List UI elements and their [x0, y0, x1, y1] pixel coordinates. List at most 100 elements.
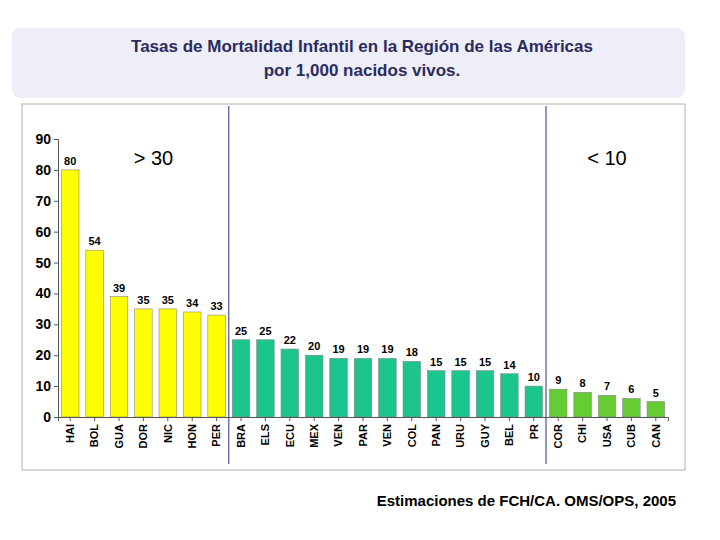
tick-label: GUA — [113, 424, 125, 449]
tick-mark — [94, 417, 95, 421]
tick: 30 — [35, 316, 58, 332]
tick-mark — [54, 201, 58, 202]
bar — [647, 402, 665, 417]
tick-label: CHI — [576, 424, 588, 443]
tick-mark — [265, 417, 266, 421]
bar — [232, 340, 250, 417]
tick-mark — [582, 417, 583, 421]
tick: ELS — [259, 417, 271, 445]
data-label: 19 — [332, 343, 344, 355]
tick: CHI — [576, 417, 588, 443]
chart: Tasas de Mortalidad Infantil en la Regió… — [0, 0, 720, 540]
tick: PAR — [357, 417, 369, 446]
tick: USA — [601, 417, 613, 447]
tick-label: PR — [528, 424, 540, 439]
tick-mark — [436, 417, 437, 421]
tick-mark — [631, 417, 632, 421]
axis-line — [54, 140, 59, 418]
tick-mark — [54, 263, 58, 264]
tick: VEN — [332, 417, 344, 447]
bar — [61, 170, 79, 417]
tick: BOL — [88, 417, 100, 447]
tick-mark — [655, 417, 656, 421]
tick-label: HON — [186, 424, 198, 449]
tick-label: 90 — [35, 131, 51, 147]
group-separator — [228, 106, 229, 464]
tick-label: MEX — [308, 423, 320, 448]
x-axis: HAIBOLGUADORNICHONPERBRAELSECUMEXVENPARV… — [59, 417, 669, 448]
data-label: 22 — [284, 334, 296, 346]
data-label: 20 — [308, 340, 320, 352]
tick: 90 — [35, 131, 58, 147]
tick-mark — [241, 417, 242, 421]
tick-mark — [54, 355, 58, 356]
tick-label: URU — [454, 424, 466, 448]
tick: 20 — [35, 347, 58, 363]
tick-mark — [119, 417, 120, 421]
data-label: 25 — [235, 325, 247, 337]
tick-label: USA — [601, 424, 613, 447]
tick-mark — [54, 139, 58, 140]
tick: GUA — [113, 417, 125, 448]
subtitle: por 1,000 nacidos vivos. — [264, 61, 461, 80]
data-label: 19 — [381, 343, 393, 355]
bar — [549, 389, 567, 417]
data-label: 15 — [479, 356, 491, 368]
tick-mark — [387, 417, 388, 421]
tick: 50 — [35, 255, 58, 271]
tick-mark — [558, 417, 559, 421]
bar — [135, 309, 153, 417]
tick-mark — [485, 417, 486, 421]
source: Estimaciones de FCH/CA. OMS/OPS, 2005 — [377, 492, 676, 509]
bar — [427, 371, 445, 417]
bar — [452, 371, 470, 417]
bar — [257, 340, 275, 417]
tick-mark — [314, 417, 315, 421]
tick: MEX — [308, 417, 320, 448]
bar — [305, 355, 323, 417]
bar — [574, 392, 592, 417]
data-label: 39 — [113, 282, 125, 294]
tick-mark — [363, 417, 364, 421]
tick-mark — [167, 417, 168, 421]
bar — [159, 309, 177, 417]
tick: CUB — [625, 417, 637, 448]
data-label: 19 — [357, 343, 369, 355]
tick-mark — [338, 417, 339, 421]
tick-label: VEN — [332, 424, 344, 447]
tick-label: 60 — [35, 224, 51, 240]
tick-label: 70 — [35, 193, 51, 209]
tick: 80 — [35, 162, 58, 178]
tick-label: NIC — [162, 424, 174, 443]
data-label: 35 — [137, 294, 149, 306]
tick-label: HAI — [64, 424, 76, 443]
bar — [110, 297, 128, 417]
data-label: 8 — [580, 377, 586, 389]
tick-label: 50 — [35, 255, 51, 271]
bar — [525, 386, 543, 417]
bar — [330, 358, 348, 417]
data-label: 80 — [64, 155, 76, 167]
data-label: 10 — [528, 371, 540, 383]
tick-label: CUB — [625, 424, 637, 448]
tick-mark — [54, 417, 58, 418]
bar — [86, 250, 104, 417]
y-axis: 0102030405060708090 — [35, 131, 58, 425]
tick-mark — [533, 417, 534, 421]
tick-label: VEN — [381, 424, 393, 447]
tick-label: PAN — [430, 424, 442, 446]
tick-label: ELS — [259, 424, 271, 445]
tick-label: PER — [210, 424, 222, 447]
tick-label: DOR — [137, 424, 149, 449]
tick-mark — [54, 170, 58, 171]
data-label: 25 — [259, 325, 271, 337]
data-label: 9 — [555, 374, 561, 386]
bar — [183, 312, 201, 417]
annotation: > 30 — [134, 147, 173, 169]
tick-mark — [216, 417, 217, 421]
tick: HAI — [64, 417, 76, 443]
data-label: 33 — [210, 300, 222, 312]
tick-mark — [607, 417, 608, 421]
tick: BEL — [503, 417, 515, 446]
bar — [208, 315, 226, 417]
